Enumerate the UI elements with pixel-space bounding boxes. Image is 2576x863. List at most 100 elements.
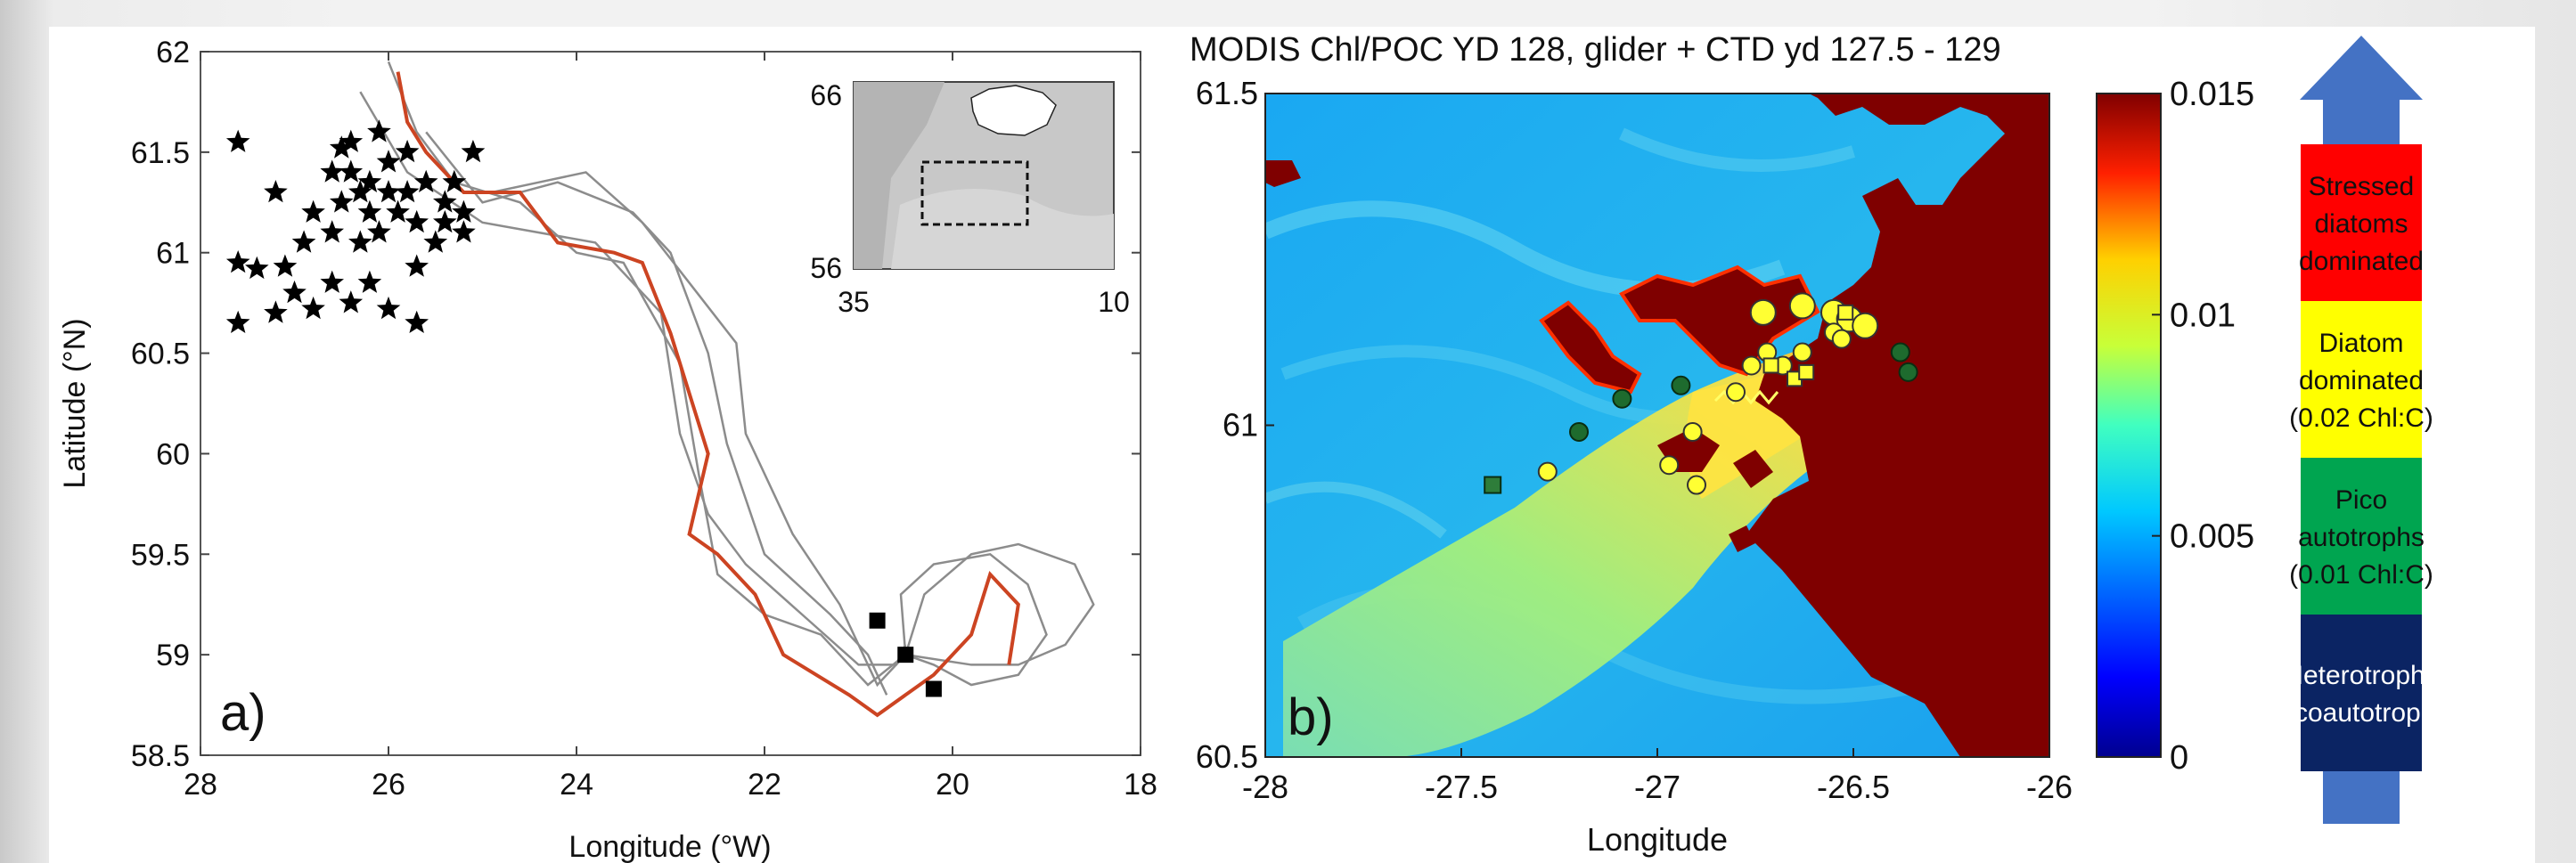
legend-box-3 xyxy=(2301,615,2422,771)
legend-text: Heterotrophs xyxy=(2284,661,2438,690)
ctd-star-7 xyxy=(264,300,288,323)
green-circle-2 xyxy=(1671,375,1691,395)
ctd-star-37 xyxy=(395,180,420,203)
a-ytick-label: 61.5 xyxy=(131,136,190,170)
ctd-star-41 xyxy=(442,169,467,192)
legend-text: picoautotrophs xyxy=(2274,698,2449,728)
ctd-star-6 xyxy=(301,296,325,320)
b-xtick-label: -27 xyxy=(1634,769,1681,805)
ctd-star-13 xyxy=(405,254,429,277)
panel-b-xlabel: Longitude xyxy=(1587,821,1728,858)
colorbar-tick-label: 0.015 xyxy=(2170,76,2254,113)
glider-track-1 xyxy=(359,91,907,666)
legend-text: Diatom xyxy=(2318,329,2403,358)
filament-4 xyxy=(1265,481,1447,539)
yellow-circle-15 xyxy=(1537,461,1558,482)
legend-text: (0.01 Chl:C) xyxy=(2289,560,2433,590)
bloom-patch-small-2 xyxy=(1733,450,1773,488)
ctd-star-39 xyxy=(357,199,382,223)
inset-ytick-label: 66 xyxy=(810,79,842,111)
ctd-star-19 xyxy=(376,150,401,173)
colorbar xyxy=(2096,93,2162,758)
yellow-circle-1 xyxy=(1788,292,1816,320)
bloom-edge-north xyxy=(1619,265,1820,377)
ctd-star-34 xyxy=(320,159,344,183)
inset-ticks: 35 10 66 56 xyxy=(810,79,1129,318)
ctd-star-10 xyxy=(339,290,364,313)
a-xtick-label: 18 xyxy=(1124,768,1157,802)
legend-text: dominated xyxy=(2299,247,2424,276)
panel-a-xlabel: Longitude (°W) xyxy=(568,830,771,863)
ctd-star-38 xyxy=(339,129,364,152)
panel-b-label: b) xyxy=(1288,688,1334,746)
legend-box-2 xyxy=(2301,458,2422,615)
legend-text: (0.02 Chl:C) xyxy=(2289,403,2433,433)
green-circle-3 xyxy=(1890,342,1910,362)
a-xtick-label: 22 xyxy=(748,768,781,802)
panel-b-satellite-map: MODIS Chl/POC YD 128, glider + CTD yd 12… xyxy=(1190,31,2254,858)
b-ytick-label: 61 xyxy=(1223,407,1258,444)
study-area-box xyxy=(920,160,1029,226)
ctd-star-16 xyxy=(339,159,364,183)
heatmap-field xyxy=(1265,94,2049,757)
ctd-star-14 xyxy=(405,310,429,333)
a-ytick-label: 60.5 xyxy=(131,338,190,371)
glider-track-4 xyxy=(899,552,1048,687)
yellow-circle-11 xyxy=(1726,382,1746,403)
iceland-landmass xyxy=(970,85,1057,136)
colorbar-tick-label: 0 xyxy=(2170,739,2188,777)
a-xtick-label: 26 xyxy=(372,768,405,802)
inset-deep-basin xyxy=(854,82,945,269)
filament-5 xyxy=(1619,127,1856,172)
bloom-edge-west xyxy=(1539,300,1642,395)
glider-track-5 xyxy=(904,542,1095,666)
bloom-patch-small-3 xyxy=(1729,525,1755,552)
a-xtick-label: 20 xyxy=(936,768,969,802)
glider-zigzag xyxy=(1713,389,1779,405)
ctd-star-15 xyxy=(329,135,354,159)
bloom-patch-edge xyxy=(1265,160,1301,187)
ctd-star-36 xyxy=(376,180,401,203)
glider-track-2 xyxy=(425,131,888,696)
yellow-circle-0 xyxy=(1749,298,1777,326)
legend-text: autotrophs xyxy=(2298,523,2425,552)
deployment-square-2 xyxy=(925,680,942,697)
bloom-patch-main xyxy=(1746,94,2049,757)
yellow-square-0 xyxy=(1837,304,1854,321)
glider-track-3 xyxy=(491,171,907,688)
ctd-star-12 xyxy=(376,296,401,320)
ctd-star-1 xyxy=(225,250,250,273)
panel-b-ticks: -28 -27.5 -27 -26.5 -26 60.5 61 61.5 xyxy=(1196,75,2073,805)
yellow-circle-14 xyxy=(1687,475,1706,495)
colorbar-tick-label: 0.005 xyxy=(2170,518,2254,556)
b-xtick-label: -26.5 xyxy=(1817,769,1890,805)
ctd-star-27 xyxy=(386,199,410,223)
a-ytick-label: 61 xyxy=(156,237,190,271)
ctd-star-11 xyxy=(357,270,382,293)
ctd-star-33 xyxy=(329,190,354,213)
ctd-star-3 xyxy=(273,254,298,277)
panel-a-ticks: 28 26 24 22 20 18 58.5 59 59.5 60 60.5 61 61.5 62 xyxy=(131,36,1157,802)
yellow-circle-4 xyxy=(1852,312,1879,339)
b-xtick-label: -27.5 xyxy=(1425,769,1498,805)
yellow-circle-12 xyxy=(1682,421,1703,442)
ctd-star-35 xyxy=(357,169,382,192)
inset-ytick-label: 56 xyxy=(810,252,842,284)
legend-text: Stressed xyxy=(2309,172,2414,201)
inset-ridge xyxy=(891,189,1114,269)
legend-text: dominated xyxy=(2299,366,2424,395)
yellow-circle-6 xyxy=(1741,355,1762,376)
ctd-star-2 xyxy=(245,256,269,280)
green-square-0 xyxy=(1484,476,1502,494)
ctd-star-23 xyxy=(452,220,476,243)
ctd-star-42 xyxy=(452,199,476,223)
inset-xtick-label: 10 xyxy=(1098,286,1130,318)
panel-a-label: a) xyxy=(220,684,266,742)
b-xtick-label: -28 xyxy=(1242,769,1288,805)
star-markers xyxy=(225,119,486,333)
square-markers xyxy=(869,612,942,697)
ctd-star-40 xyxy=(461,139,486,163)
legend-boxes: Stressed diatoms dominated Diatom dominated (… xyxy=(2274,144,2449,771)
inset-map: 35 10 66 56 xyxy=(810,79,1129,318)
